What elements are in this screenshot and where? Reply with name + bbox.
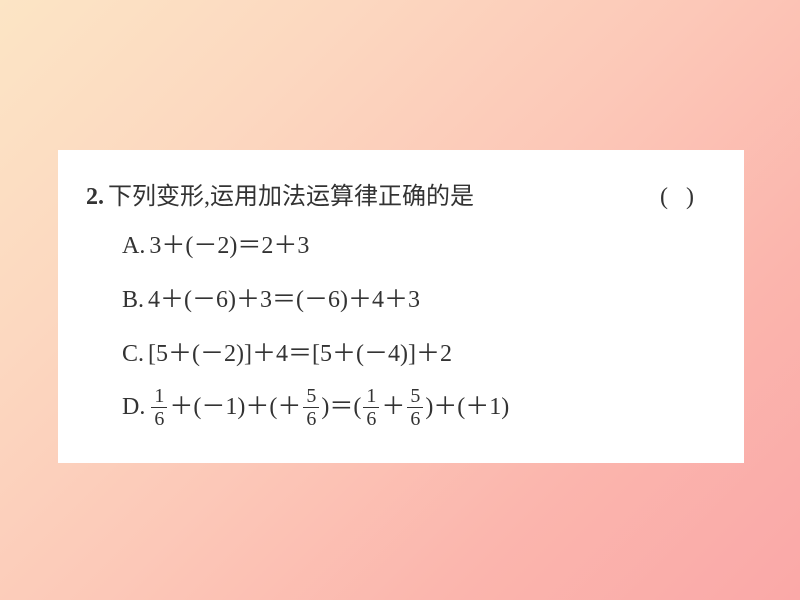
d-part1: ＋(－1)＋(＋ bbox=[169, 385, 301, 431]
option-d-expr: 1 6 ＋(－1)＋(＋ 5 6 )＝( 1 6 ＋ 5 6 )＋(＋1) bbox=[149, 385, 509, 431]
option-c-expr: [5＋(－2)]＋4＝[5＋(－4)]＋2 bbox=[148, 332, 452, 378]
frac4-num: 5 bbox=[407, 386, 423, 408]
paren-open: ( bbox=[660, 184, 686, 210]
frac2-num: 5 bbox=[303, 386, 319, 408]
question-text: 下列变形,运用加法运算律正确的是 bbox=[108, 178, 660, 216]
option-b-letter: B. bbox=[122, 278, 144, 324]
option-a-letter: A. bbox=[122, 224, 145, 270]
frac3-den: 6 bbox=[366, 408, 376, 429]
fraction-4: 5 6 bbox=[407, 386, 423, 429]
answer-paren: () bbox=[660, 178, 712, 216]
frac3-num: 1 bbox=[363, 386, 379, 408]
option-b: B. 4＋(－6)＋3＝(－6)＋4＋3 bbox=[122, 278, 712, 324]
question-box: 2. 下列变形,运用加法运算律正确的是 () A. 3＋(－2)＝2＋3 B. … bbox=[58, 150, 744, 463]
fraction-1: 1 6 bbox=[151, 386, 167, 429]
d-plus: ＋ bbox=[381, 385, 405, 431]
paren-close: ) bbox=[686, 184, 712, 210]
fraction-3: 1 6 bbox=[363, 386, 379, 429]
option-c: C. [5＋(－2)]＋4＝[5＋(－4)]＋2 bbox=[122, 332, 712, 378]
frac2-den: 6 bbox=[306, 408, 316, 429]
option-d-letter: D. bbox=[122, 385, 145, 431]
option-c-letter: C. bbox=[122, 332, 144, 378]
frac1-num: 1 bbox=[151, 386, 167, 408]
fraction-2: 5 6 bbox=[303, 386, 319, 429]
d-part2: )＝( bbox=[321, 385, 361, 431]
option-d: D. 1 6 ＋(－1)＋(＋ 5 6 )＝( 1 6 ＋ 5 6 )＋(＋1) bbox=[122, 385, 712, 431]
option-a: A. 3＋(－2)＝2＋3 bbox=[122, 224, 712, 270]
option-b-expr: 4＋(－6)＋3＝(－6)＋4＋3 bbox=[148, 278, 420, 324]
frac4-den: 6 bbox=[410, 408, 420, 429]
question-number: 2. bbox=[86, 178, 104, 216]
option-a-expr: 3＋(－2)＝2＋3 bbox=[149, 224, 309, 270]
d-part3: )＋(＋1) bbox=[425, 385, 509, 431]
frac1-den: 6 bbox=[154, 408, 164, 429]
question-line: 2. 下列变形,运用加法运算律正确的是 () bbox=[86, 178, 712, 216]
